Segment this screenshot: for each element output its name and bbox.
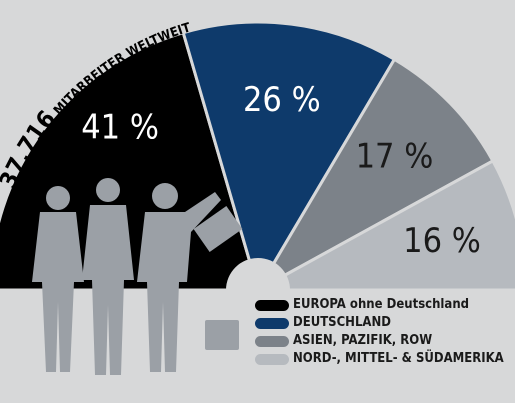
center-hole	[226, 258, 290, 322]
legend-swatch	[255, 318, 289, 329]
legend-swatch	[255, 300, 289, 311]
slice	[181, 20, 397, 294]
value-label: 16 %	[403, 221, 481, 261]
value-label: 26 %	[243, 80, 321, 120]
legend-swatch	[255, 336, 289, 347]
legend-label: DEUTSCHLAND	[293, 315, 391, 330]
legend-label: EUROPA ohne Deutschland	[293, 297, 470, 312]
legend-label: ASIEN, PAZIFIK, ROW	[293, 333, 433, 348]
slice	[253, 57, 495, 294]
value-label: 17 %	[356, 136, 434, 176]
slice	[257, 158, 515, 292]
legend-marks	[255, 300, 289, 365]
value-label: 41 %	[81, 107, 159, 147]
legend-label: NORD-, MITTEL- & SÜDAMERIKA	[293, 351, 504, 366]
legend-swatch	[255, 354, 289, 365]
silhouettes	[32, 178, 243, 375]
